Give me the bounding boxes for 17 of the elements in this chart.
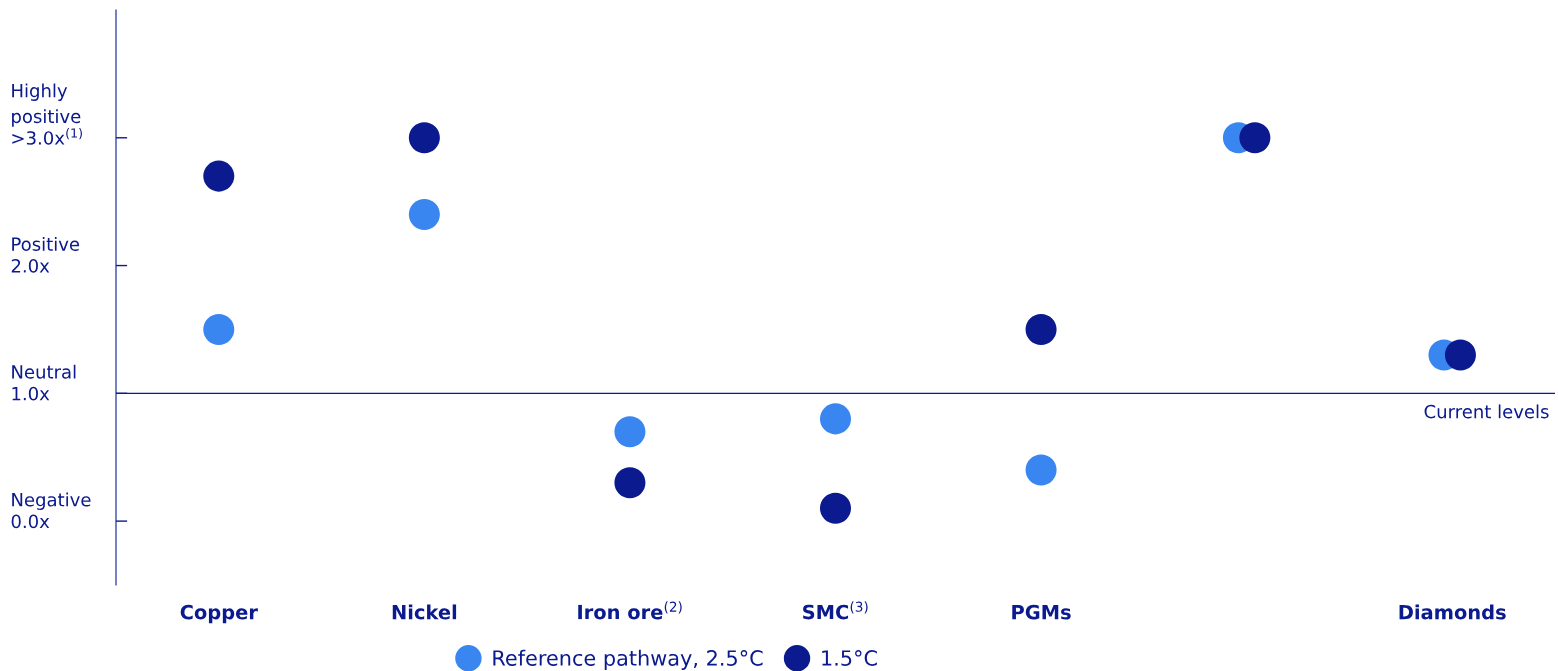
x-tick-label: SMC$^{(3)}$	[803, 601, 868, 620]
legend-label: 1.5°C	[822, 650, 877, 666]
x-tick-label: Diamonds	[1399, 604, 1506, 620]
text: Highly positive	[12, 83, 81, 127]
y-tick-label: >3.0x$^{(1)}$	[12, 128, 82, 145]
legend-label: Reference pathway, 2.5°C	[493, 649, 763, 670]
y-tick-label: 2.0x	[11, 259, 50, 273]
x-tick-label: Iron ore$^{(2)}$	[578, 601, 682, 620]
text: Positive	[12, 236, 80, 251]
text: Neutral	[12, 364, 76, 379]
x-tick-label: Copper	[180, 604, 258, 624]
x-tick-label: Nickel	[392, 604, 457, 620]
text: Negative	[12, 492, 91, 510]
ref-line-label: Current levels	[1424, 404, 1549, 419]
x-tick-label: PGMs	[1012, 604, 1071, 620]
y-tick-label: 1.0x	[12, 386, 50, 401]
y-tick-label: 0.0x	[11, 514, 50, 529]
